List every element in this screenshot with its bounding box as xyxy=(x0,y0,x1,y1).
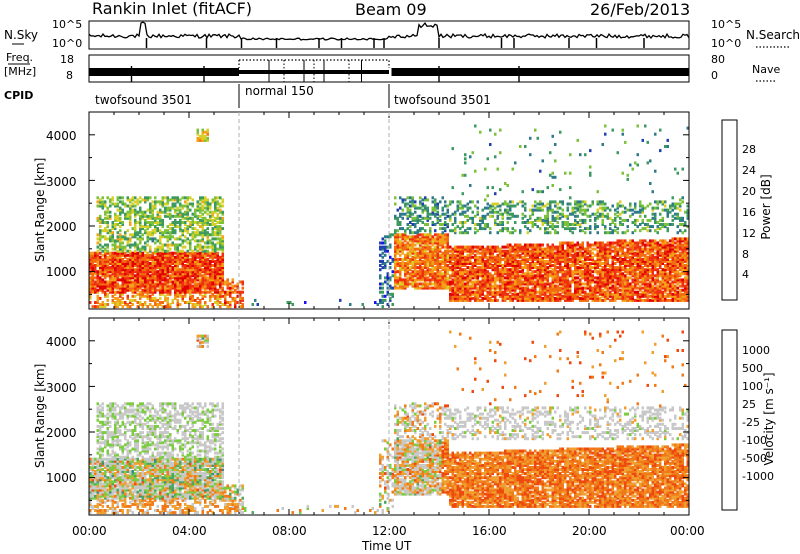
power-ytick-4000: 4000 xyxy=(46,129,77,143)
vel-cbar-tick-100: 100 xyxy=(742,380,763,393)
power-cbar-tick-12: 12 xyxy=(742,227,756,240)
velocity-colorbar xyxy=(721,329,738,511)
cpid-dividers xyxy=(238,84,390,108)
power-ylabel: Slant Range [km] xyxy=(33,157,47,262)
xtick-0800: 08:00 xyxy=(272,524,307,538)
nsearch-tick-low: 10^0 xyxy=(711,37,742,50)
power-cbar-tick-4: 4 xyxy=(742,268,749,281)
power-cbar-frame xyxy=(721,119,738,301)
freq-label: Freq. xyxy=(6,51,34,64)
freq-tick-low: 8 xyxy=(66,69,73,82)
power-colorbar xyxy=(721,119,738,301)
cpid-label: CPID xyxy=(4,89,34,102)
cpid-mode-1: twofsound 3501 xyxy=(95,93,192,107)
power-cbar-tick-16: 16 xyxy=(742,206,756,219)
vel-cbar-tick-25: 25 xyxy=(742,398,756,411)
vel-cbar-tick-1000: 1000 xyxy=(742,344,770,357)
power-cbar-tick-28: 28 xyxy=(742,143,756,156)
vel-cbar-tick-neg100: -100 xyxy=(742,434,767,447)
nave-line xyxy=(238,59,390,68)
xtick-0000: 00:00 xyxy=(72,524,107,538)
nsky-line xyxy=(88,21,690,41)
xtick-0400: 04:00 xyxy=(172,524,207,538)
nsky-tick-low: 10^0 xyxy=(52,37,83,50)
power-axes xyxy=(88,111,690,309)
nsky-tick-high: 10^5 xyxy=(52,18,83,31)
vel-cbar-tick-neg25: -25 xyxy=(742,416,760,429)
nsky-panel-frame xyxy=(88,20,690,50)
xtick-2000: 20:00 xyxy=(572,524,607,538)
nsky-trace xyxy=(88,21,690,48)
velocity-ylabel: Slant Range [km] xyxy=(33,363,47,468)
station-title: Rankin Inlet (fitACF) xyxy=(92,0,253,18)
nave-label: Nave xyxy=(752,63,781,76)
nave-tick-low: 0 xyxy=(711,69,718,82)
velocity-ytick-4000: 4000 xyxy=(46,335,77,349)
power-ytick-3000: 3000 xyxy=(46,175,77,189)
nsky-label: N.Sky xyxy=(4,28,39,42)
power-cbar-tick-24: 24 xyxy=(742,164,756,177)
power-cbar-tick-20: 20 xyxy=(742,185,756,198)
nsearch-tick-high: 10^5 xyxy=(711,18,742,31)
xtick-2400: 00:00 xyxy=(670,524,705,538)
power-heatmap xyxy=(89,124,689,309)
freq-trace xyxy=(89,59,689,82)
power-ytick-2000: 2000 xyxy=(46,220,77,234)
freq-unit: [MHz] xyxy=(4,65,37,78)
beam-title: Beam 09 xyxy=(355,0,427,19)
vel-cbar-tick-neg1000: -1000 xyxy=(742,470,774,483)
freq-band-3 xyxy=(391,68,689,76)
power-ytick-1000: 1000 xyxy=(46,265,77,279)
velocity-ytick-2000: 2000 xyxy=(46,426,77,440)
date-title: 26/Feb/2013 xyxy=(590,0,691,19)
velocity-ytick-1000: 1000 xyxy=(46,471,77,485)
freq-band-1 xyxy=(89,68,239,76)
power-cbar-tick-8: 8 xyxy=(742,248,749,261)
vel-cbar-tick-neg500: -500 xyxy=(742,452,767,465)
nsearch-label: N.Search xyxy=(746,28,800,42)
velocity-ytick-3000: 3000 xyxy=(46,381,77,395)
nave-tick-high: 80 xyxy=(711,53,725,66)
vel-cbar-frame xyxy=(721,329,738,511)
xlabel: Time UT xyxy=(362,539,412,553)
power-colorbar-label: Power [dB] xyxy=(759,174,773,240)
cpid-mode-3: twofsound 3501 xyxy=(394,93,491,107)
vel-cbar-tick-500: 500 xyxy=(742,362,763,375)
cpid-mode-2: normal 150 xyxy=(245,84,314,98)
velocity-heatmap xyxy=(89,330,689,515)
xtick-1200: 12:00 xyxy=(372,524,407,538)
xtick-1600: 16:00 xyxy=(472,524,507,538)
velocity-axes xyxy=(88,317,690,515)
freq-tick-high: 18 xyxy=(60,53,74,66)
